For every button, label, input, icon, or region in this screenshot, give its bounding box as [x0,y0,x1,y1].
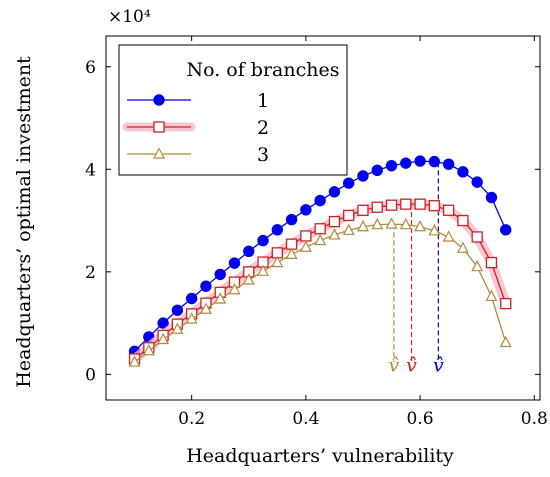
series-3-point [371,217,384,230]
series-2-point [471,231,483,243]
series-1-point [243,245,255,258]
series-3-point [356,219,369,232]
series-1-point [400,157,412,169]
series-1-point [457,166,469,178]
series-3-point [471,259,484,272]
series-1-point [314,194,326,207]
v-hat-label: v̂ [406,354,417,376]
series-1-point [171,304,184,316]
axes-frame [105,35,541,401]
legend-entry-label: 3 [257,144,269,166]
series-1-point [414,155,426,167]
x-tick-label: 0.2 [178,409,205,429]
series-3-point [228,282,241,295]
series-2-point [500,297,512,310]
series-3-point [414,219,427,232]
series-1-point [357,170,369,182]
series-2-point [414,198,426,210]
x-tick-label: 0.8 [521,409,548,429]
series-3-point [199,302,212,314]
series-1-point [185,292,198,305]
series-3-point [456,241,469,253]
series-1-point [500,224,512,236]
y-tick-label: 4 [85,160,96,180]
legend-marker [153,121,165,133]
series-3-point [314,233,327,246]
series-1-point [485,191,498,204]
series-2-point [314,223,326,235]
series-1-point [200,280,212,292]
series-1-point [214,268,226,281]
y-tick-label: 2 [85,263,96,283]
series-1-point [328,186,341,198]
series-3-point [185,312,198,324]
series-3-point [157,332,170,345]
series-2-point [485,256,498,269]
series-3-point [142,343,155,356]
legend-entry-label: 1 [257,90,269,112]
series-3-point [242,273,255,285]
series-2-point [328,215,341,228]
x-tick-label: 0.6 [407,409,434,429]
series-3-point [285,247,298,259]
series-1-point [371,164,383,177]
series-1-point [385,160,398,172]
series-2-point [357,204,369,216]
v-hat-label: v̂ [433,354,444,376]
series-2-point [300,230,312,242]
y-multiplier-label: ×10⁴ [108,7,151,27]
legend-entry-label: 2 [257,117,269,139]
series-3-point [214,292,227,304]
v-hat-label: v̂ [388,354,399,376]
series-1-point [228,257,241,269]
series-3-point [257,264,270,276]
series-3-point [171,322,184,334]
plot-area: 0.2 0.4 0.6 0.8 0 2 4 6 v̂ v̂ v̂ No. of branches 1 2 3 [85,35,548,429]
series-3-point [399,217,412,230]
series-2-point [400,198,412,210]
series-1-point [257,234,269,247]
series-1-point [442,158,455,170]
series-2-point [442,204,455,216]
series-2-point [457,214,469,227]
y-tick-label: 0 [85,365,96,385]
series-1-point [428,155,441,168]
series-3-point [328,228,341,240]
x-axis-label: Headquarters’ vulnerability [186,445,454,467]
series-2-point [428,200,441,212]
legend-title: No. of branches [186,59,339,81]
series-3-point [385,217,398,229]
series-1-point [157,317,169,329]
series-1-point [300,204,312,216]
y-tick-label: 6 [85,58,96,78]
series-3-point [499,335,512,348]
legend: No. of branches 1 2 3 [118,44,348,176]
legend-marker [153,147,165,159]
series-3-point [342,223,355,235]
series-1-point [342,177,355,189]
series-1-point [285,213,298,226]
y-axis-label: Headquarters’ optimal investment [13,56,35,388]
series-2-point [343,209,355,222]
series-1-point [471,176,483,188]
series-2-point [371,201,383,213]
series-1-point [271,224,284,236]
series-3-point [128,355,141,367]
series-3-point [442,230,455,242]
series-3-point [485,289,498,302]
x-tick-label: 0.4 [292,409,319,429]
series-3-point [271,255,284,268]
series-2-point [385,199,398,211]
series-3-point [299,240,312,252]
series-3-point [428,224,441,236]
legend-marker [153,94,165,106]
